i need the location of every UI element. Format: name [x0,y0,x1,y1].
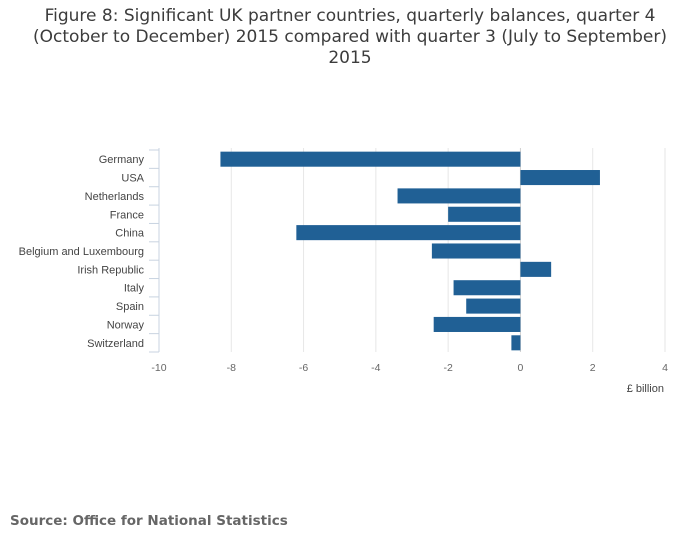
bar-france [448,206,521,222]
bar-germany [220,151,521,167]
category-label: Norway [107,319,145,331]
category-label: China [115,228,145,240]
x-tick-labels: -10 -8 -6 -4 -2 0 2 4 [151,362,668,374]
category-label: USA [121,173,144,185]
source-note: Source: Office for National Statistics [10,513,288,529]
category-label: Switzerland [87,338,144,350]
x-tick-label: -10 [151,362,166,374]
category-label: Spain [116,301,144,313]
category-label: Belgium and Luxembourg [19,246,144,258]
category-label: Netherlands [85,191,145,203]
x-axis-title: £ billion [627,383,664,395]
category-label: Italy [124,283,145,295]
x-tick-label: -6 [299,362,308,374]
y-axis [149,148,160,353]
bar-italy [453,280,521,296]
bar-china [296,225,521,241]
x-tick-label: -4 [371,362,380,374]
x-tick-label: 2 [590,362,596,374]
x-tick-label: -2 [443,362,452,374]
category-labels: Germany USA Netherlands France China Belgium … [19,154,145,350]
x-tick-label: 4 [662,362,668,374]
bar-usa [520,170,600,186]
category-label: Irish Republic [77,264,144,276]
bar-norway [433,316,521,332]
bar-netherlands [397,188,521,204]
chart-title: Figure 8: Significant UK partner countri… [32,6,668,68]
bar-belgium-and-luxembourg [431,243,521,259]
x-tick-label: 0 [518,362,524,374]
bar-switzerland [511,335,521,351]
category-label: Germany [99,154,145,166]
x-tick-label: -8 [227,362,236,374]
bar-spain [466,298,521,314]
bar-irish-republic [520,261,552,277]
bars [220,151,600,351]
category-label: France [110,209,144,221]
